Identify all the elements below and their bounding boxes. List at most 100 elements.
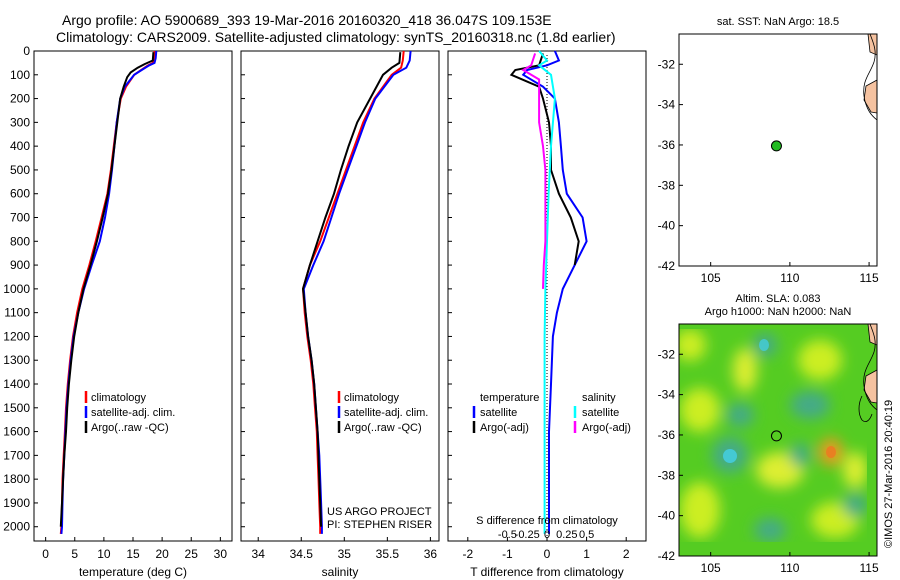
legend-argo-t: Argo(-adj): [480, 422, 529, 434]
sla-blob: [843, 493, 867, 517]
x-tick-label: 35: [338, 547, 352, 561]
map-x-tick-label: 110: [780, 561, 799, 575]
depth-tick-label: 400: [10, 139, 30, 153]
x-tick-label: 36: [424, 547, 438, 561]
series-line-argo-salinity-: [521, 53, 547, 289]
depth-tick-label: 900: [10, 258, 30, 272]
sla-blob: [843, 452, 867, 488]
map-x-tick-label: 115: [860, 561, 879, 575]
t-difference-label: T difference from climatology: [470, 565, 624, 579]
depth-tick-label: 200: [10, 92, 30, 106]
salinity-x-ticks: 34 34.5 35 35.5 36: [252, 537, 438, 561]
depth-tick-label: 600: [10, 187, 30, 201]
x-tick-label: 15: [126, 547, 140, 561]
x-tick-label: 34: [252, 547, 266, 561]
top-tick-label: -0.25: [515, 529, 540, 541]
sla-blob: [754, 518, 786, 542]
depth-tick-label: 1300: [3, 353, 30, 367]
sla-blob: [679, 329, 706, 361]
map-y-tick-label: -32: [658, 57, 676, 71]
map-x-tick-label: 110: [780, 271, 799, 285]
x-tick-label: 30: [214, 547, 228, 561]
top-tick-label: 0: [544, 529, 550, 541]
legend-satellite: satellite-adj. clim.: [344, 407, 428, 419]
sla-map-title-line1: Altim. SLA: 0.083: [736, 293, 821, 305]
x-tick-label: 10: [97, 547, 111, 561]
x-tick-label: 20: [155, 547, 169, 561]
depth-tick-label: 1100: [4, 306, 30, 320]
legend-header-temperature: temperature: [480, 392, 539, 404]
sla-contour: [858, 395, 873, 422]
map-y-tick-label: -40: [658, 509, 676, 523]
sst-map-frame: [678, 33, 878, 267]
x-tick-label: 34.5: [290, 547, 314, 561]
temperature-legend: climatology satellite-adj. clim. Argo(..…: [84, 391, 175, 434]
sla-blob: [723, 449, 737, 463]
sla-blob: [790, 391, 830, 419]
sla-blob: [798, 340, 842, 380]
sst-map-title: sat. SST: NaN Argo: 18.5: [717, 16, 839, 28]
sla-map-title-line2: Argo h1000: NaN h2000: NaN: [705, 306, 852, 318]
sla-blob: [680, 388, 720, 432]
depth-tick-label: 100: [10, 68, 30, 82]
sla-blob: [826, 446, 836, 458]
legend-climatology: climatology: [91, 392, 147, 404]
sla-blob: [759, 339, 769, 351]
s-difference-label: S difference from climatology: [476, 515, 618, 527]
series-line-argo-raw-qc-: [301, 52, 402, 527]
depth-axis: 0 100 200 300 400 500 600 700 800 900 1000 1100 1200…: [3, 44, 452, 534]
salinity-lines: [301, 50, 412, 534]
x-tick-label: 2: [623, 547, 630, 561]
sla-blob: [680, 482, 720, 538]
difference-legend: temperature salinity satellite Argo(-adj…: [472, 392, 631, 434]
depth-tick-label: 700: [10, 211, 30, 225]
salinity-legend: climatology satellite-adj. clim. Argo(..…: [337, 391, 428, 434]
legend-header-salinity: salinity: [582, 392, 616, 404]
x-tick-label: 35.5: [376, 547, 400, 561]
argo-float-marker: [770, 140, 782, 152]
temperature-xlabel: temperature (deg C): [79, 565, 187, 579]
depth-tick-label: 0: [23, 44, 30, 58]
map-y-tick-label: -34: [658, 388, 676, 402]
project-pi: PI: STEPHEN RISER: [327, 519, 432, 531]
project-name: US ARGO PROJECT: [327, 506, 432, 518]
depth-tick-label: 1000: [3, 282, 30, 296]
sla-blob: [733, 348, 757, 392]
map-y-tick-label: -34: [658, 98, 676, 112]
timestamp: ©IMOS 27-Mar-2016 20:40:19: [883, 400, 895, 548]
series-line-argo-raw-qc-: [59, 52, 155, 527]
land-patch: [863, 79, 877, 114]
land-patch: [867, 34, 877, 56]
figure-title-line2: Climatology: CARS2009. Satellite-adjuste…: [56, 29, 616, 45]
sst-map-ticks: 105 110 115 -32 -34 -36 -38 -40 -42: [658, 57, 879, 285]
coastline: [863, 324, 877, 411]
legend-satellite: satellite-adj. clim.: [91, 407, 175, 419]
legend-argo: Argo(..raw -QC): [91, 422, 169, 434]
x-tick-label: -2: [462, 547, 473, 561]
x-tick-label: 1: [583, 547, 590, 561]
map-y-tick-label: -38: [658, 178, 676, 192]
x-tick-label: 25: [185, 547, 199, 561]
depth-tick-label: 500: [10, 163, 30, 177]
map-y-tick-label: -36: [658, 428, 676, 442]
x-tick-label: 5: [71, 547, 78, 561]
map-x-tick-label: 105: [701, 271, 721, 285]
depth-tick-label: 1600: [3, 425, 30, 439]
map-y-tick-label: -42: [658, 259, 676, 273]
legend-argo-s: Argo(-adj): [582, 422, 631, 434]
series-line-satellite-temperature-: [521, 50, 588, 534]
sst-map-coast: [863, 34, 877, 121]
series-line-satellite-salinity-: [537, 50, 556, 534]
legend-argo: Argo(..raw -QC): [344, 422, 422, 434]
depth-tick-label: 800: [10, 234, 30, 248]
depth-tick-label: 300: [10, 115, 30, 129]
x-tick-label: -1: [502, 547, 513, 561]
map-y-tick-label: -36: [658, 138, 676, 152]
map-x-tick-label: 115: [860, 271, 879, 285]
depth-tick-label: 1500: [3, 401, 30, 415]
temperature-lines: [59, 50, 158, 534]
legend-climatology: climatology: [344, 392, 400, 404]
series-line-argo-temperature-: [509, 53, 580, 266]
map-y-tick-label: -38: [658, 468, 676, 482]
depth-tick-label: 2000: [3, 520, 30, 534]
